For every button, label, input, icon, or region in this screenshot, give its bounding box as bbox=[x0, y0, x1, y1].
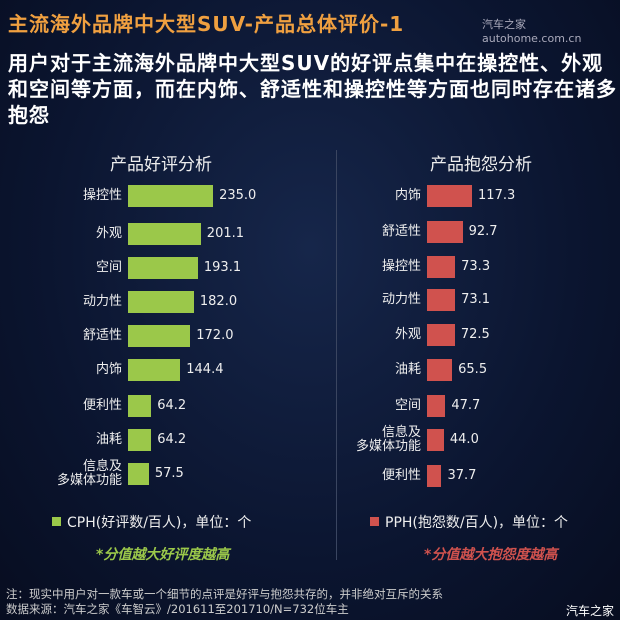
bar bbox=[427, 465, 442, 487]
value-label: 193.1 bbox=[203, 260, 242, 275]
category-label: 舒适性 bbox=[381, 224, 421, 239]
category-label: 便利性 bbox=[82, 398, 122, 413]
category-label: 外观 bbox=[95, 226, 122, 241]
bar bbox=[128, 257, 198, 279]
legend-swatch bbox=[52, 517, 61, 526]
bar bbox=[128, 185, 214, 207]
value-label: 57.5 bbox=[154, 466, 184, 481]
value-label: 37.7 bbox=[447, 468, 477, 483]
value-label: 117.3 bbox=[478, 188, 516, 203]
bar bbox=[128, 395, 152, 417]
bar bbox=[128, 325, 191, 347]
value-label: 182.0 bbox=[199, 294, 238, 309]
bar bbox=[427, 221, 463, 243]
legend-swatch bbox=[370, 517, 379, 526]
value-label: 73.3 bbox=[461, 259, 491, 274]
legend-positive: CPH(好评数/百人)，单位：个 bbox=[52, 512, 251, 532]
bar bbox=[427, 256, 456, 278]
category-label: 操控性 bbox=[381, 259, 421, 274]
bar bbox=[427, 395, 446, 417]
category-label: 操控性 bbox=[82, 188, 122, 203]
bar bbox=[128, 463, 149, 485]
chart-title-positive: 产品好评分析 bbox=[110, 155, 212, 175]
bar bbox=[128, 291, 194, 313]
footer-note: 注：现实中用户对一款车或一个细节的点评是好评与抱怨共存的，并非绝对互斥的关系 bbox=[6, 587, 443, 601]
page-title: 主流海外品牌中大型SUV-产品总体评价-1 bbox=[8, 12, 405, 36]
note-positive: *分值越大好评度越高 bbox=[96, 547, 230, 563]
category-label: 空间 bbox=[394, 398, 421, 413]
category-label: 动力性 bbox=[82, 294, 122, 309]
category-label: 动力性 bbox=[381, 292, 421, 307]
value-label: 65.5 bbox=[458, 362, 488, 377]
bar bbox=[128, 223, 201, 245]
value-label: 144.4 bbox=[186, 362, 224, 377]
footer-source: 数据来源：汽车之家《车智云》/201611至201710/N=732位车主 bbox=[6, 602, 349, 616]
chart-title-complaint: 产品抱怨分析 bbox=[430, 155, 532, 175]
category-label: 空间 bbox=[95, 260, 122, 275]
value-label: 201.1 bbox=[206, 226, 245, 241]
bar bbox=[128, 429, 152, 451]
category-label: 舒适性 bbox=[82, 328, 122, 343]
divider bbox=[336, 150, 337, 560]
legend-complaint: PPH(抱怨数/百人)，单位：个 bbox=[370, 512, 568, 532]
bar bbox=[427, 185, 473, 207]
value-label: 73.1 bbox=[461, 292, 491, 307]
bar bbox=[128, 359, 181, 381]
subtitle: 用户对于主流海外品牌中大型SUV的好评点集中在操控性、外观和空间等方面，而在内饰… bbox=[8, 51, 617, 127]
bar bbox=[427, 359, 453, 381]
value-label: 235.0 bbox=[219, 188, 257, 203]
category-label: 信息及 多媒体功能 bbox=[56, 459, 122, 488]
value-label: 47.7 bbox=[451, 398, 481, 413]
category-label: 便利性 bbox=[381, 468, 421, 483]
value-label: 72.5 bbox=[460, 327, 490, 342]
category-label: 油耗 bbox=[394, 362, 421, 377]
value-label: 92.7 bbox=[468, 224, 498, 239]
legend-label: CPH(好评数/百人)，单位：个 bbox=[67, 515, 252, 531]
category-label: 外观 bbox=[394, 327, 421, 342]
bar bbox=[427, 289, 456, 311]
value-label: 44.0 bbox=[449, 432, 479, 447]
category-label: 内饰 bbox=[95, 362, 122, 377]
value-label: 64.2 bbox=[157, 432, 187, 447]
watermark: 汽车之家autohome.com.cn bbox=[482, 18, 582, 45]
category-label: 信息及 多媒体功能 bbox=[355, 425, 421, 454]
category-label: 内饰 bbox=[394, 188, 421, 203]
value-label: 172.0 bbox=[196, 328, 234, 343]
note-complaint: *分值越大抱怨度越高 bbox=[424, 547, 558, 563]
category-label: 油耗 bbox=[95, 432, 122, 447]
logo: 汽车之家 bbox=[566, 604, 615, 618]
bar bbox=[427, 429, 444, 451]
footer: 注：现实中用户对一款车或一个细节的点评是好评与抱怨共存的，并非绝对互斥的关系 数据… bbox=[6, 587, 443, 617]
bar bbox=[427, 324, 455, 346]
value-label: 64.2 bbox=[157, 398, 187, 413]
legend-label: PPH(抱怨数/百人)，单位：个 bbox=[385, 515, 569, 531]
